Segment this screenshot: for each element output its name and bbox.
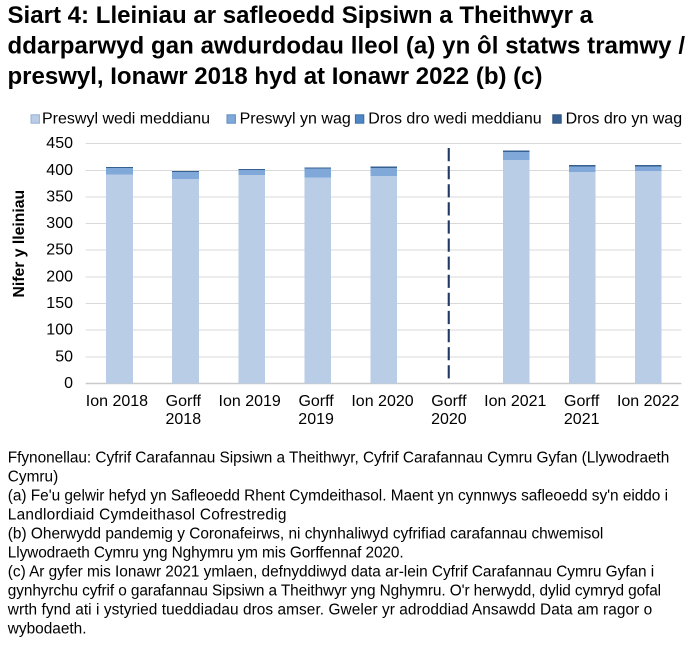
svg-text:250: 250 [46,241,73,258]
svg-text:400: 400 [46,162,73,179]
svg-text:ddarparwyd gan awdurdodau lleo: ddarparwyd gan awdurdodau lleol (a) yn ô… [8,33,686,60]
svg-text:Gorff: Gorff [166,393,202,410]
svg-text:0: 0 [64,375,73,392]
svg-text:Dros dro yn wag: Dros dro yn wag [566,110,683,127]
svg-text:Siart 4: Lleiniau ar safleoedd: Siart 4: Lleiniau ar safleoedd Sipsiwn a… [8,2,594,29]
svg-text:2020: 2020 [431,411,467,428]
svg-text:200: 200 [46,268,73,285]
svg-text:Nifer y lleiniau: Nifer y lleiniau [11,190,28,298]
svg-text:wybodaeth.: wybodaeth. [7,621,87,638]
svg-text:(b) Oherwydd pandemig y Corona: (b) Oherwydd pandemig y Coronafeirws, ni… [8,526,604,543]
svg-text:Dros dro wedi meddianu: Dros dro wedi meddianu [368,110,541,127]
svg-text:preswyl, Ionawr 2018 hyd at Io: preswyl, Ionawr 2018 hyd at Ionawr 2022 … [8,63,543,90]
svg-text:300: 300 [46,215,73,232]
svg-text:Gorff: Gorff [564,393,600,410]
svg-text:Preswyl wedi meddianu: Preswyl wedi meddianu [42,110,210,127]
svg-text:150: 150 [46,295,73,312]
svg-text:50: 50 [55,348,73,365]
svg-text:Cymru): Cymru) [8,469,58,486]
svg-text:Gorff: Gorff [298,393,334,410]
svg-text:100: 100 [46,321,73,338]
svg-text:350: 350 [46,188,73,205]
svg-text:Ion 2022: Ion 2022 [617,393,679,410]
svg-text:Preswyl yn wag: Preswyl yn wag [240,110,351,127]
svg-text:Ffynonellau: Cyfrif Carafannau: Ffynonellau: Cyfrif Carafannau Sipsiwn a… [8,450,670,467]
svg-text:2019: 2019 [298,411,334,428]
svg-text:450: 450 [46,135,73,152]
svg-text:Gorff: Gorff [431,393,467,410]
svg-text:Ion 2020: Ion 2020 [351,393,413,410]
svg-text:Ion 2021: Ion 2021 [484,393,546,410]
svg-text:2021: 2021 [564,411,600,428]
svg-text:2018: 2018 [166,411,202,428]
svg-text:Landlordiaid Cymdeithasol Cofr: Landlordiaid Cymdeithasol Cofrestredig [8,507,287,524]
svg-text:Ion 2018: Ion 2018 [86,393,148,410]
svg-text:Ion 2019: Ion 2019 [219,393,281,410]
svg-text:(c) Ar gyfer mis Ionawr 2021 y: (c) Ar gyfer mis Ionawr 2021 ymlaen, def… [8,564,654,581]
svg-text:gynhyrchu cyfrif o garafannau: gynhyrchu cyfrif o garafannau Sipsiwn a … [8,583,661,600]
svg-text:Llywodraeth Cymru yng Nghymru: Llywodraeth Cymru yng Nghymru ym mis Gor… [8,545,404,562]
svg-text:wrth fynd ati i ystyried tuedd: wrth fynd ati i ystyried tueddiadau dros… [7,602,652,619]
svg-text:(a) Fe'u gelwir hefyd yn Safle: (a) Fe'u gelwir hefyd yn Safleoedd Rhent… [8,488,668,505]
